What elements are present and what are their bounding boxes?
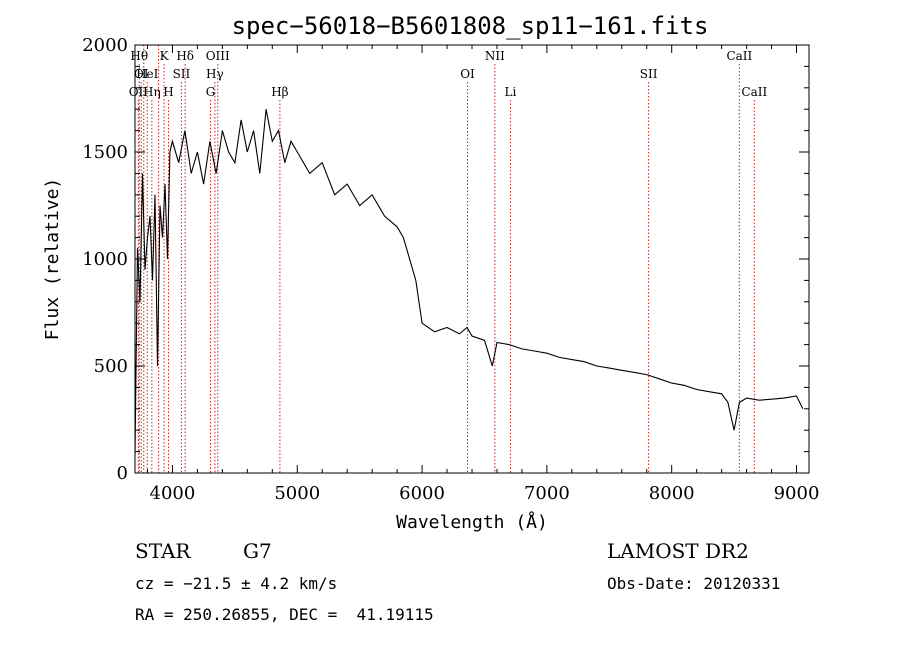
spectral-line-label: OII [129, 85, 149, 99]
x-tick-label: 4000 [150, 483, 196, 504]
x-tick-label: 9000 [774, 483, 820, 504]
x-tick-label: 7000 [524, 483, 570, 504]
observation-date: Obs-Date: 20120331 [607, 574, 780, 593]
x-tick-label: 8000 [649, 483, 695, 504]
spectral-line-label: HeI [136, 67, 159, 81]
spectral-line-markers [137, 45, 755, 473]
y-axis-ticks: 0 500 1000 1500 2000 [82, 35, 809, 484]
spectral-line-label: Li [505, 85, 517, 99]
spectral-line-label: K [160, 49, 170, 63]
spectral-line-label: H [163, 85, 173, 99]
y-tick-label: 1000 [82, 249, 128, 270]
radial-velocity: cz = −21.5 ± 4.2 km/s [135, 574, 337, 593]
coordinates: RA = 250.26855, DEC = 41.19115 [135, 605, 434, 624]
x-axis-ticks: 4000 5000 6000 7000 8000 9000 [146, 45, 820, 504]
spectral-line-label: CaII [741, 85, 767, 99]
y-tick-label: 1500 [82, 142, 128, 163]
spectral-line-label: Hη [143, 85, 161, 99]
spectral-line-label: SII [173, 67, 191, 81]
spectral-line-labels: HθOIIOIHeIHηKHSIIHδGHγOIIIHβOINIILiSIICa… [129, 49, 768, 99]
spectral-line-label: CaII [726, 49, 752, 63]
spectral-line-label: Hθ [130, 49, 148, 63]
x-tick-label: 6000 [399, 483, 445, 504]
flux-series-line [134, 109, 804, 456]
object-class: STAR [135, 539, 191, 563]
y-axis-label: Flux (relative) [42, 178, 63, 341]
spectral-line-label: OI [134, 67, 149, 81]
spectral-line-label: Hβ [271, 85, 288, 99]
chart-title: spec−56018−B5601808_sp11−161.fits [232, 12, 709, 40]
y-tick-label: 0 [117, 463, 128, 484]
spectral-line-label: OI [460, 67, 475, 81]
spectral-line-label: G [206, 85, 216, 99]
spectral-line-label: SII [640, 67, 658, 81]
y-tick-label: 500 [94, 356, 128, 377]
spectral-line-label: Hγ [206, 67, 224, 81]
survey-name: LAMOST DR2 [607, 539, 749, 563]
spectral-line-label: OIII [206, 49, 230, 63]
x-axis-label: Wavelength (Å) [396, 511, 548, 533]
spectral-line-label: NII [485, 49, 505, 63]
y-tick-label: 2000 [82, 35, 128, 56]
x-tick-label: 5000 [274, 483, 320, 504]
object-subclass: G7 [243, 539, 272, 563]
spectral-line-label: Hδ [176, 49, 194, 63]
plot-frame [134, 44, 810, 474]
